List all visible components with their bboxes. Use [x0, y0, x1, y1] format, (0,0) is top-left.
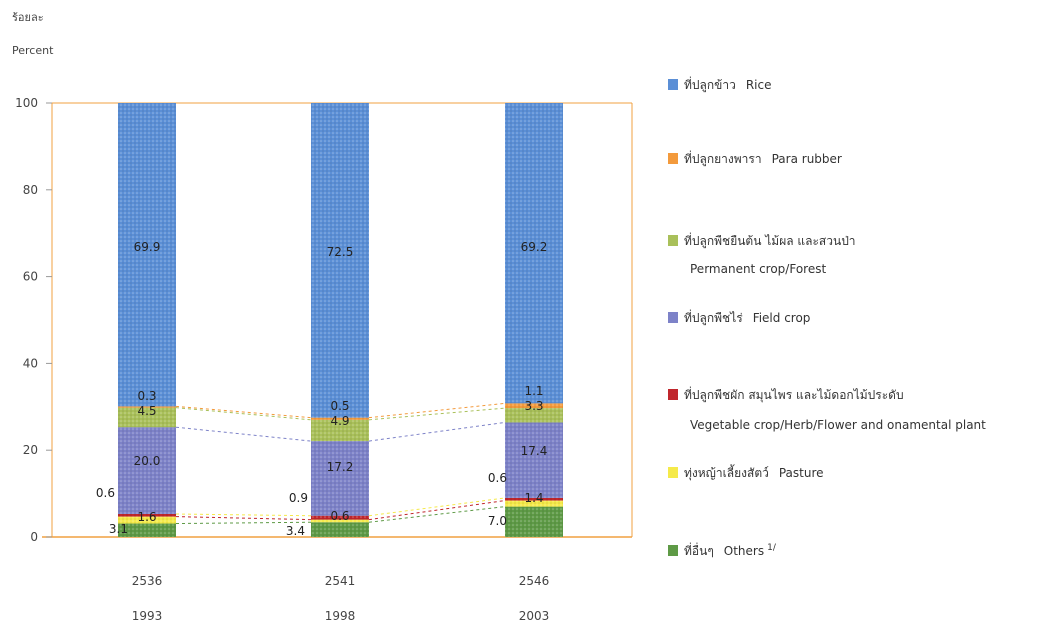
legend-label-english: Pasture — [778, 466, 824, 480]
legend: ที่ปลูกข้าว Rice ที่ปลูกยางพารา Para rubber… — [668, 0, 1046, 623]
bar-segment-texture — [311, 515, 369, 520]
legend-label-english: Para rubber — [771, 152, 842, 166]
bar-value-label: 0.9 — [289, 491, 308, 505]
legend-item: ที่ปลูกพืชไร่ Field crop — [668, 309, 810, 328]
dashed-connector — [368, 402, 506, 419]
x-category-label: 2541 — [325, 574, 356, 588]
dashed-connector — [175, 516, 312, 521]
bar-segment-texture — [311, 522, 369, 537]
dashed-connector — [368, 407, 506, 421]
legend-swatch — [668, 235, 678, 246]
legend-item: ที่อื่นๆ Others 1/ — [668, 542, 776, 561]
legend-item: ที่ปลูกข้าว Rice — [668, 76, 771, 95]
dashed-connector — [175, 405, 312, 419]
x-category-label-secondary: 2003 — [519, 609, 550, 623]
legend-item: ที่ปลูกพืชผัก สมุนไพร และไม้ดอกไม้ประดับ — [668, 386, 914, 405]
bar-value-label: 69.2 — [521, 240, 548, 254]
bar-segment-texture — [118, 406, 176, 408]
bar-value-label: 4.9 — [330, 414, 349, 428]
bar-segment-texture — [505, 103, 563, 404]
legend-label-english: Vegetable crop/Herb/Flower and onamental… — [690, 418, 986, 432]
legend-label-thai: ที่ปลูกพืชยืนต้น ไม้ผล และสวนป่า — [684, 234, 856, 248]
bar-segment-texture — [505, 500, 563, 507]
y-tick-label: 60 — [23, 270, 38, 284]
bar-value-label: 20.0 — [134, 454, 161, 468]
bar-segment-texture — [311, 441, 369, 516]
bar-value-label: 3.4 — [286, 524, 305, 538]
legend-label-english: Permanent crop/Forest — [690, 262, 827, 276]
dashed-connector — [175, 513, 312, 517]
dashed-connector — [368, 506, 506, 523]
bar-segment-texture — [505, 422, 563, 498]
x-category-label: 2536 — [132, 574, 163, 588]
stacked-bar-chart: 0 20 40 60 80 100 3.1 1.6 0.6 20.0 4.50.3 69.9 3.4 0… — [15, 96, 633, 623]
bar-segment-texture — [505, 506, 563, 537]
legend-item: ที่ปลูกพืชยืนต้น ไม้ผล และสวนป่า — [668, 232, 866, 251]
y-axis-label-english: Percent — [12, 44, 54, 57]
legend-label-english: Others — [723, 544, 765, 558]
legend-label-thai: ที่ปลูกพืชผัก สมุนไพร และไม้ดอกไม้ประดับ — [684, 388, 904, 402]
bar-value-label: 17.2 — [327, 460, 354, 474]
y-tick-label: 20 — [23, 443, 38, 457]
legend-label-thai: ทุ่งหญ้าเลี้ยงสัตว์ — [684, 466, 769, 480]
bar-segment-texture — [118, 407, 176, 428]
legend-swatch — [668, 467, 678, 478]
legend-swatch — [668, 312, 678, 323]
legend-label-english: Rice — [745, 78, 772, 92]
bar-value-label: 69.9 — [134, 240, 161, 254]
dashed-connector — [175, 521, 312, 525]
dashed-connector — [175, 407, 312, 421]
bar-value-label: 3.1 — [109, 522, 128, 536]
dashed-connector — [368, 500, 506, 521]
bar-value-label: 0.5 — [330, 399, 349, 413]
y-tick-label: 100 — [15, 96, 38, 110]
bar-segment-texture — [505, 408, 563, 423]
y-axis-label-thai: ร้อยละ — [12, 11, 44, 24]
legend-swatch — [668, 389, 678, 400]
legend-label-thai: ที่ปลูกข้าว — [684, 78, 736, 92]
bar-segment-texture — [118, 516, 176, 524]
y-tick-label: 40 — [23, 356, 38, 370]
bar-segment-texture — [118, 523, 176, 537]
x-category-label: 2546 — [519, 574, 550, 588]
bar-value-label: 0.3 — [137, 389, 156, 403]
bar-value-label: 3.3 — [524, 399, 543, 413]
bar-value-label: 1.1 — [524, 384, 543, 398]
y-tick-label: 0 — [30, 530, 38, 544]
dashed-connector — [368, 421, 506, 442]
bar-segment-texture — [311, 519, 369, 523]
dashed-connector — [368, 497, 506, 517]
x-category-label-secondary: 1998 — [325, 609, 356, 623]
bar-value-label: 1.6 — [137, 510, 156, 524]
bar-value-label: 7.0 — [488, 514, 507, 528]
legend-item: ทุ่งหญ้าเลี้ยงสัตว์ Pasture — [668, 464, 824, 483]
bar-segment-texture — [311, 419, 369, 442]
bar-value-label: 0.6 — [330, 509, 349, 523]
bar-segment-texture — [118, 427, 176, 514]
bar-value-label: 0.6 — [96, 486, 115, 500]
bar-value-label: 0.6 — [488, 471, 507, 485]
y-tick-label: 80 — [23, 183, 38, 197]
dashed-connector — [175, 426, 312, 442]
bar-value-label: 72.5 — [327, 245, 354, 259]
bar-segment-texture — [505, 497, 563, 501]
legend-swatch — [668, 79, 678, 90]
legend-swatch — [668, 545, 678, 556]
legend-label-thai: ที่ปลูกพืชไร่ — [684, 311, 743, 325]
legend-footnote: 1/ — [767, 543, 776, 553]
bar-value-label: 4.5 — [137, 404, 156, 418]
bar-segment-texture — [311, 103, 369, 418]
legend-swatch — [668, 153, 678, 164]
legend-item: ที่ปลูกยางพารา Para rubber — [668, 150, 842, 169]
bar-segment-texture — [311, 417, 369, 420]
legend-label-thai: ที่ปลูกยางพารา — [684, 152, 762, 166]
legend-label-english: Field crop — [752, 311, 811, 325]
legend-label-thai: ที่อื่นๆ — [684, 544, 714, 558]
bar-segment-texture — [118, 513, 176, 517]
bar-segment-texture — [505, 403, 563, 409]
x-category-label-secondary: 1993 — [132, 609, 163, 623]
bar-value-label: 1.4 — [524, 491, 543, 505]
bar-value-label: 17.4 — [521, 444, 548, 458]
bar-segment-texture — [118, 103, 176, 407]
